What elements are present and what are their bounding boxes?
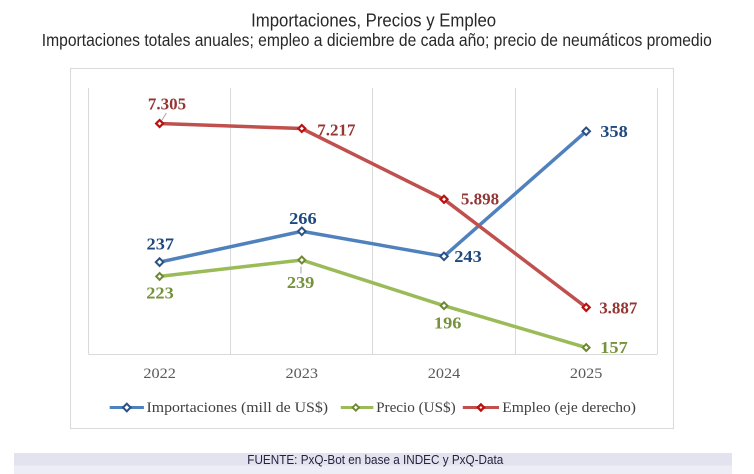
svg-text:243: 243: [454, 247, 482, 266]
svg-text:Importaciones (mill de US$): Importaciones (mill de US$): [147, 400, 329, 416]
svg-text:266: 266: [289, 209, 317, 228]
svg-text:239: 239: [287, 273, 315, 292]
svg-text:Importaciones, Precios y Emple: Importaciones, Precios y Empleo: [251, 10, 496, 31]
svg-text:FUENTE: PxQ-Bot en base a INDE: FUENTE: PxQ-Bot en base a INDEC y PxQ-Da…: [247, 453, 503, 467]
svg-text:196: 196: [434, 314, 462, 333]
svg-text:2022: 2022: [143, 366, 176, 382]
svg-text:Importaciones totales anuales;: Importaciones totales anuales; empleo a …: [42, 30, 712, 50]
svg-text:223: 223: [146, 284, 174, 303]
svg-text:Empleo (eje derecho): Empleo (eje derecho): [502, 400, 636, 416]
svg-text:157: 157: [600, 338, 628, 357]
svg-text:358: 358: [600, 122, 628, 141]
svg-text:2023: 2023: [286, 366, 319, 382]
svg-text:2024: 2024: [428, 366, 461, 382]
svg-text:7.217: 7.217: [317, 120, 356, 139]
svg-text:7.305: 7.305: [148, 95, 186, 114]
svg-text:3.887: 3.887: [599, 298, 638, 317]
svg-text:2025: 2025: [570, 366, 603, 382]
svg-text:Precio (US$): Precio (US$): [376, 400, 456, 416]
svg-text:237: 237: [147, 235, 175, 254]
svg-text:5.898: 5.898: [461, 190, 499, 209]
